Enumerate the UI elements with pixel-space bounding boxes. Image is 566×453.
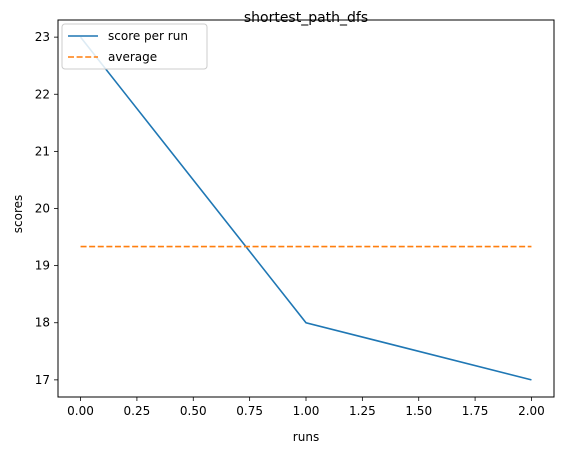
x-axis-ticks: 0.00 0.25 0.50 0.75 1.00 1.25 1.50 1.75 2.00 — [67, 397, 545, 418]
chart-title: shortest_path_dfs — [244, 10, 368, 26]
y-tick-label: 18 — [35, 316, 50, 330]
x-tick-label: 0.50 — [180, 404, 207, 418]
y-tick-label: 20 — [35, 202, 50, 216]
x-tick-label: 1.25 — [349, 404, 376, 418]
y-tick-label: 21 — [35, 144, 50, 158]
x-tick-label: 1.75 — [462, 404, 489, 418]
x-tick-label: 0.00 — [67, 404, 94, 418]
y-axis-ticks: 17 18 19 20 21 22 23 — [35, 30, 58, 387]
y-tick-label: 19 — [35, 259, 50, 273]
series-layer — [79, 36, 532, 381]
legend-label-1: average — [108, 50, 157, 64]
x-tick-label: 1.50 — [405, 404, 432, 418]
y-tick-label: 22 — [35, 87, 50, 101]
series-line-0 — [79, 36, 532, 381]
legend-box — [61, 23, 208, 70]
legend-label-0: score per run — [108, 29, 188, 43]
legend: score per run average — [61, 23, 208, 70]
y-axis-label: scores — [11, 195, 25, 234]
x-axis-label: runs — [293, 430, 319, 444]
x-tick-label: 2.00 — [518, 404, 545, 418]
x-tick-label: 0.75 — [236, 404, 263, 418]
y-tick-label: 17 — [35, 373, 50, 387]
y-tick-label: 23 — [35, 30, 50, 44]
x-tick-label: 0.25 — [124, 404, 151, 418]
x-tick-label: 1.00 — [293, 404, 320, 418]
